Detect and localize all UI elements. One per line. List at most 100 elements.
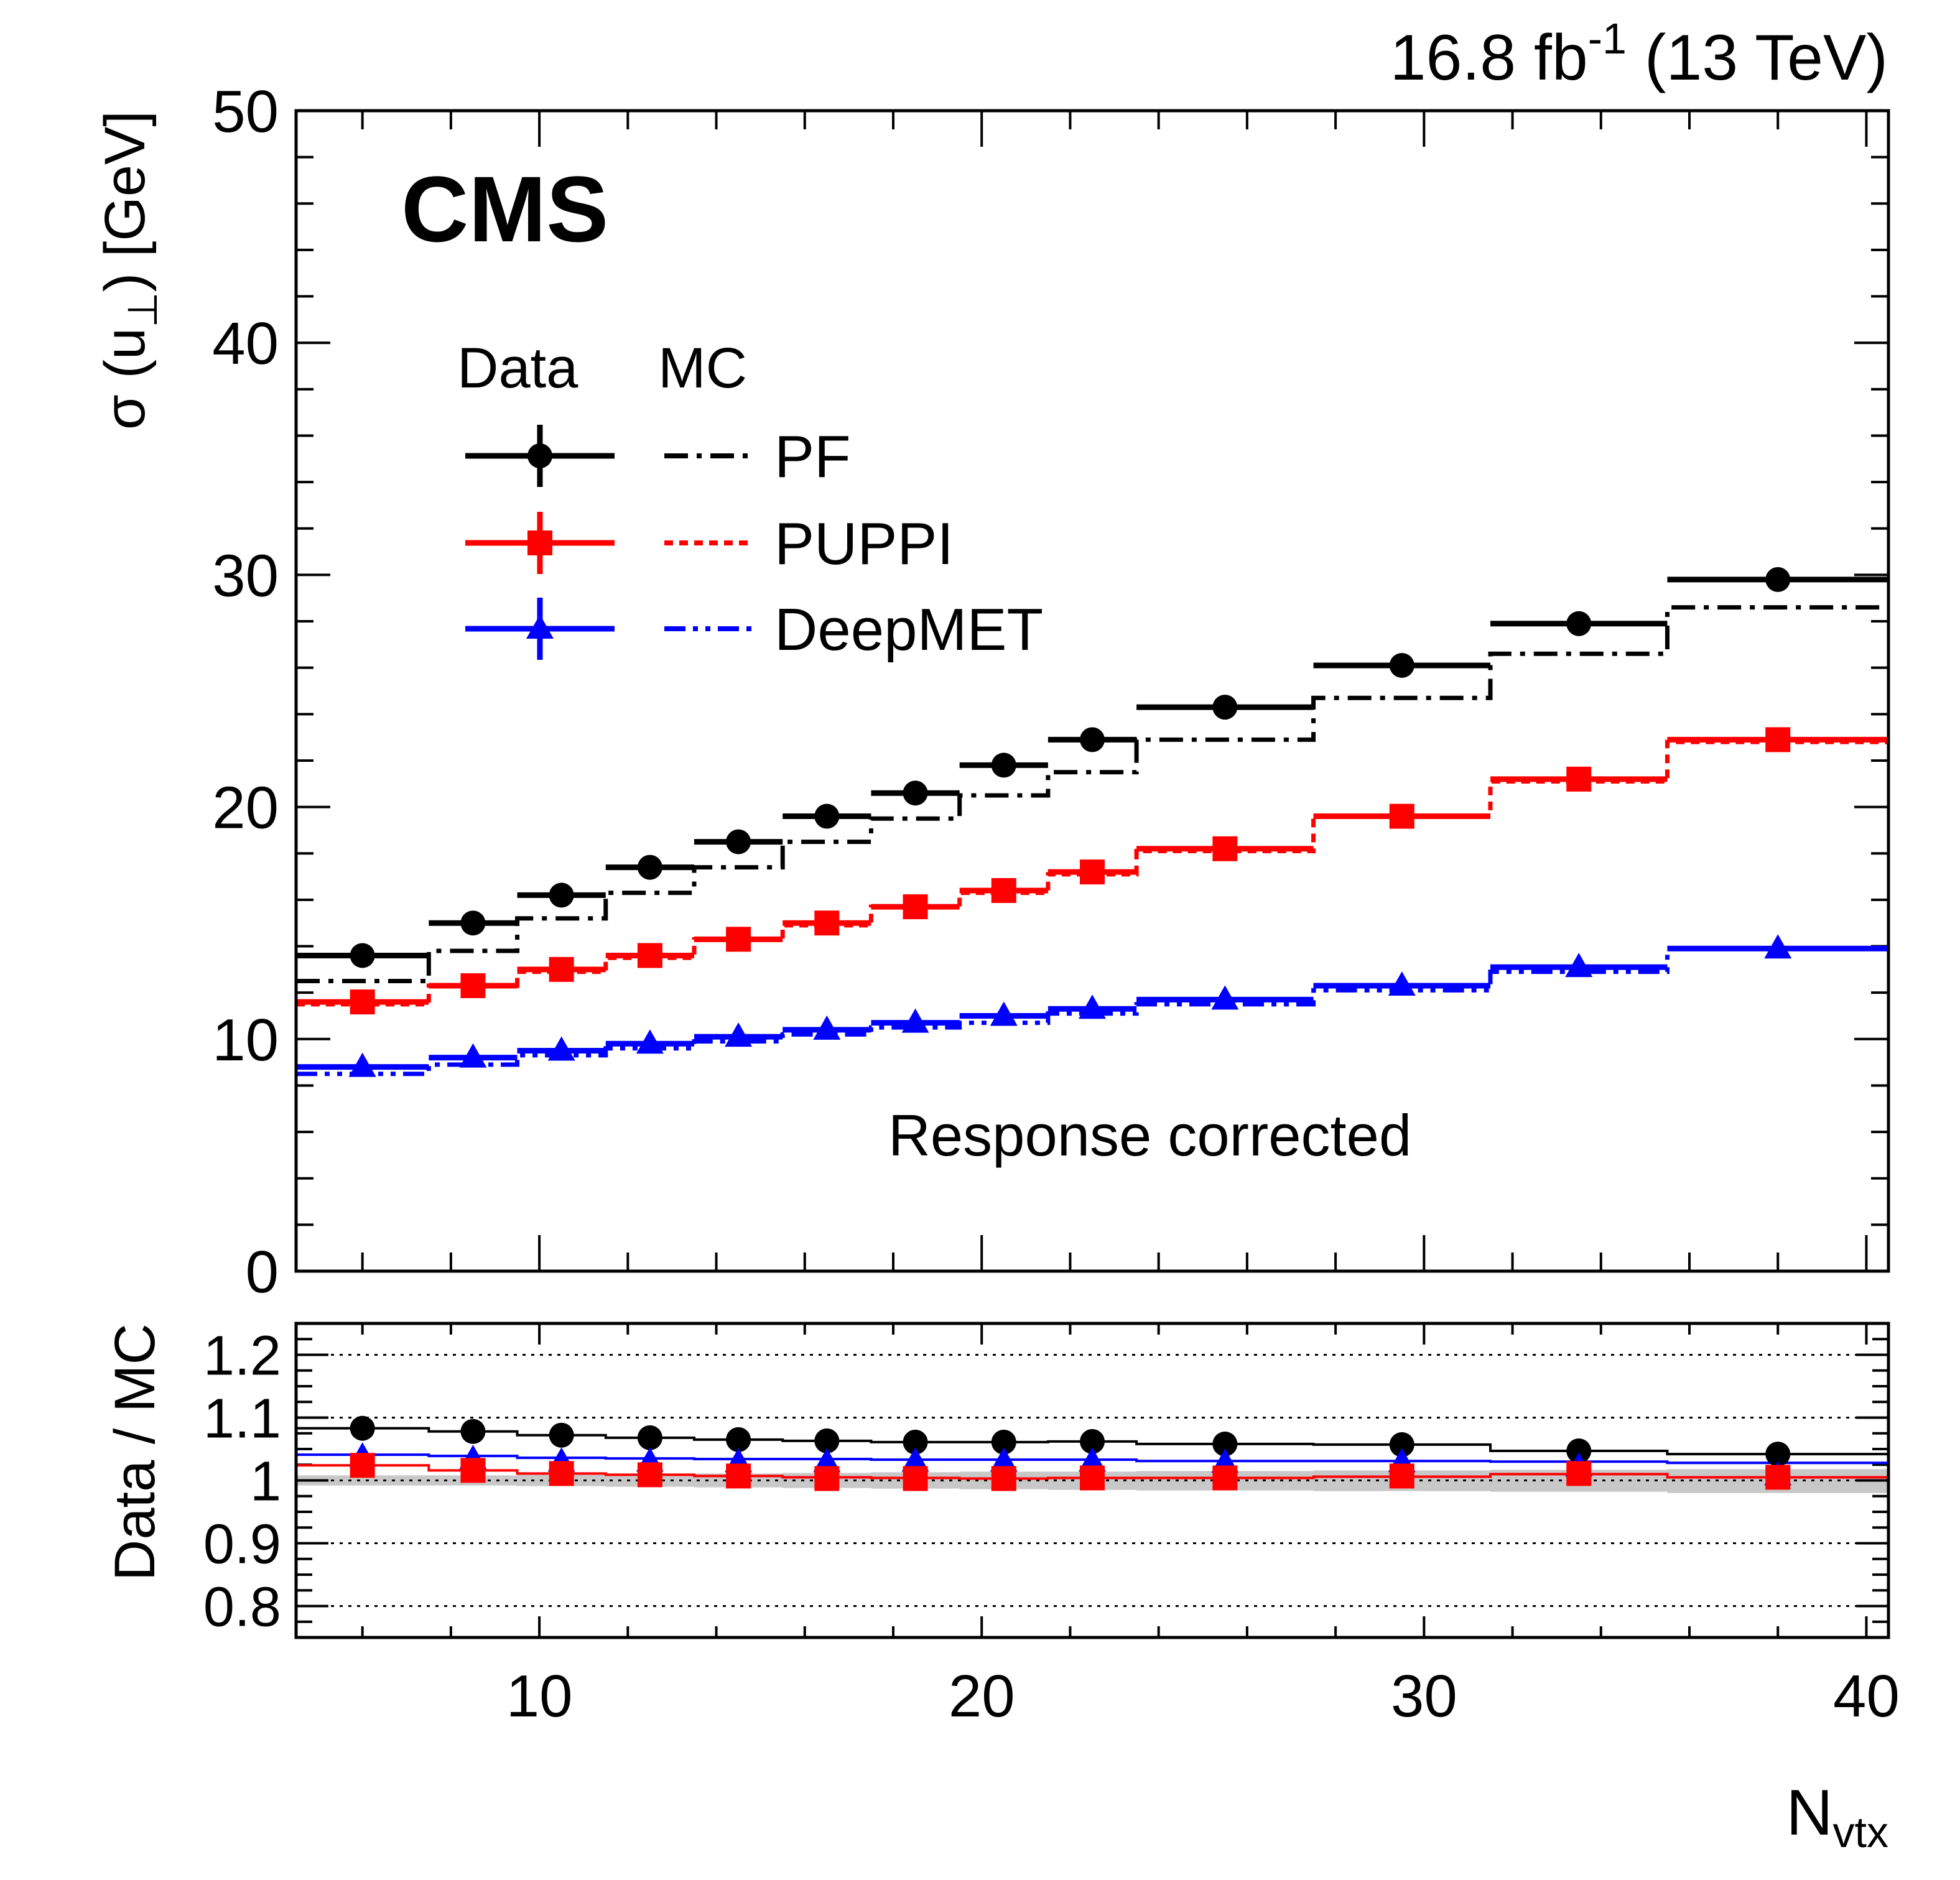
- main-y-axis-label: σ (u⊥) [GeV]: [93, 111, 165, 430]
- mc-line-deepmet: [296, 946, 1888, 1077]
- ratio-y-tick-label: 0.8: [203, 1577, 281, 1639]
- data-point: [903, 1466, 928, 1491]
- data-point: [1566, 611, 1592, 636]
- data-point: [814, 1466, 840, 1491]
- data-point: [1080, 727, 1105, 752]
- data-point: [527, 443, 552, 468]
- legend-row-deepmet: DeepMET: [465, 596, 1043, 663]
- data-point: [991, 877, 1016, 903]
- data-point: [460, 910, 486, 936]
- data-point: [1765, 727, 1791, 752]
- main-panel: 0 10 20 30 40 50 CMS Response corrected σ (u⊥…: [93, 78, 1890, 1305]
- data-point: [1212, 836, 1238, 861]
- main-ticks: [296, 109, 1888, 1272]
- data-point: [460, 1458, 486, 1483]
- data-point: [637, 854, 662, 880]
- data-series-deepmet: [296, 934, 1888, 1077]
- main-series: [296, 567, 1888, 1077]
- ratio-y-tick-label: 0.9: [203, 1514, 281, 1576]
- mc-line-pf: [296, 605, 1888, 983]
- lumi-exponent: -1: [1588, 14, 1627, 63]
- data-point: [1566, 1461, 1592, 1486]
- x-axis-label-main: N: [1786, 1777, 1832, 1849]
- data-point: [1080, 1429, 1105, 1454]
- data-point: [990, 1447, 1018, 1472]
- data-point: [460, 973, 486, 998]
- data-point: [903, 1429, 928, 1455]
- data-point: [1764, 934, 1792, 959]
- ratio-points-pf: [350, 1415, 1791, 1467]
- x-axis-label: Nvtx: [1786, 1777, 1888, 1856]
- ratio-line-puppi: [296, 1464, 1888, 1480]
- legend-label: PUPPI: [774, 511, 954, 577]
- data-point: [814, 1428, 840, 1453]
- ratio-points-puppi: [350, 1453, 1791, 1491]
- data-point: [1080, 859, 1105, 885]
- x-axis-label-sub: vtx: [1833, 1808, 1888, 1856]
- data-point: [1389, 1463, 1414, 1489]
- legend-data-header: Data: [457, 336, 578, 400]
- data-point: [990, 1001, 1018, 1026]
- legend-row-puppi: PUPPI: [465, 511, 954, 577]
- y-tick-label: 50: [212, 78, 279, 145]
- x-tick-label: 10: [506, 1663, 573, 1730]
- data-point: [726, 1427, 751, 1452]
- data-point: [1211, 985, 1239, 1010]
- ratio-y-tick-labels: 0.80.911.11.2: [203, 1325, 281, 1639]
- data-point: [549, 1461, 574, 1486]
- ratio-line-deepmet: [296, 1453, 1888, 1465]
- data-point: [350, 989, 375, 1015]
- data-point: [1388, 971, 1416, 996]
- data-point: [1389, 1432, 1414, 1457]
- legend: Data MC PF PUPPI DeepMET: [457, 336, 1043, 663]
- ratio-y-tick-label: 1: [250, 1451, 281, 1513]
- ratio-y-tick-label: 1.2: [203, 1325, 281, 1387]
- data-point: [814, 803, 840, 829]
- data-point: [637, 1462, 662, 1488]
- data-point: [1079, 994, 1106, 1019]
- data-point: [726, 829, 751, 854]
- data-point: [350, 943, 375, 968]
- data-point: [549, 882, 574, 908]
- data-series-puppi: [296, 727, 1888, 1015]
- data-point: [814, 910, 840, 936]
- data-point: [350, 1415, 375, 1441]
- data-point: [459, 1043, 487, 1068]
- legend-label: PF: [774, 424, 851, 490]
- data-point: [1212, 1431, 1238, 1456]
- data-point: [1212, 695, 1238, 720]
- ratio-panel: 0.80.911.11.2 10 20 30 40 Data / MC Nvtx: [103, 1322, 1900, 1856]
- data-point: [637, 1425, 662, 1450]
- main-y-axis-label-sub: ⊥: [119, 292, 165, 328]
- legend-row-pf: PF: [465, 424, 851, 490]
- ratio-y-tick-label: 1.1: [203, 1388, 281, 1450]
- data-point: [901, 1008, 929, 1033]
- data-point: [527, 530, 552, 555]
- data-point: [547, 1036, 575, 1061]
- data-point: [991, 1429, 1016, 1455]
- data-point: [813, 1448, 841, 1473]
- data-point: [1765, 1442, 1791, 1467]
- x-tick-label: 20: [949, 1663, 1015, 1730]
- legend-mc-header: MC: [658, 336, 747, 400]
- data-point: [1389, 652, 1414, 678]
- x-tick-label: 40: [1833, 1663, 1900, 1730]
- data-point: [636, 1029, 664, 1054]
- ratio-frame: [294, 1322, 1890, 1639]
- y-tick-label: 10: [212, 1007, 279, 1073]
- data-point: [726, 1463, 751, 1489]
- data-point: [549, 1422, 574, 1448]
- data-point: [1389, 803, 1414, 829]
- data-point: [1079, 1447, 1106, 1472]
- main-y-axis-label-tail: ) [GeV]: [93, 111, 157, 292]
- data-point: [549, 956, 574, 982]
- data-point: [1566, 1438, 1592, 1464]
- data-point: [725, 1022, 753, 1047]
- data-point: [350, 1453, 375, 1478]
- y-tick-label: 40: [212, 310, 279, 377]
- data-point: [1765, 1465, 1791, 1490]
- data-point: [526, 614, 554, 639]
- lumi-label: 16.8 fb-1 (13 TeV): [1390, 14, 1888, 94]
- data-point: [903, 894, 928, 920]
